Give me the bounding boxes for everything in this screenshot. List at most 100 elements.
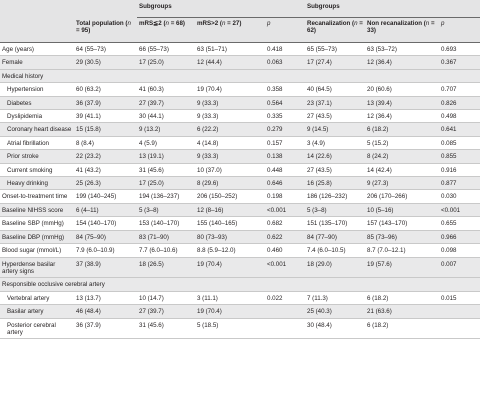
table-cell: 63 (51–71) bbox=[197, 46, 227, 53]
table-cell: 19 (70.4) bbox=[197, 86, 222, 94]
table-cell: 7.9 (6.0–10.9) bbox=[76, 247, 115, 255]
table-cell: 6 (18.2) bbox=[367, 321, 389, 329]
header-spacer bbox=[0, 0, 74, 18]
table-cell: 19 (70.4) bbox=[195, 304, 265, 319]
table-cell: 5 (15.2) bbox=[367, 139, 389, 147]
table-cell: 4 (5.9) bbox=[139, 139, 157, 147]
table-row: Baseline NIHSS score 6 (4–11) 5 (3–8) 12 (8… bbox=[0, 203, 480, 217]
table-cell: 10 (37.0) bbox=[197, 166, 222, 174]
table-cell: 12 (36.4) bbox=[367, 113, 392, 121]
table-row: Age (years) 64 (55–73) 66 (55–73) 63 (51–71… bbox=[0, 43, 480, 56]
table-cell: 7.7 (6.0–10.6) bbox=[139, 247, 178, 255]
table-cell: 14 (42.4) bbox=[367, 166, 392, 174]
table-cell: 9 (33.3) bbox=[195, 149, 265, 164]
table-row: Baseline SBP (mmHg) 154 (140–170) 153 (140… bbox=[0, 217, 480, 231]
table-cell: 15 (15.8) bbox=[74, 122, 137, 137]
row-label: Baseline DBP (mmHg) bbox=[0, 230, 74, 244]
p-value-cell: 0.826 bbox=[439, 96, 480, 110]
table-cell: 39 (41.1) bbox=[76, 113, 101, 121]
table-cell: 66 (55–73) bbox=[139, 46, 169, 53]
table-cell: 21 (63.6) bbox=[365, 304, 439, 319]
table-cell: 65 (55–73) bbox=[307, 46, 337, 53]
table-cell: 155 (140–165) bbox=[197, 220, 238, 228]
table-cell: 17 (27.4) bbox=[305, 55, 365, 70]
group-header-mrs: Subgroups bbox=[137, 0, 305, 18]
table-row: Blood sugar (mmol/L) 7.9 (6.0–10.9) 7.7 (6… bbox=[0, 244, 480, 257]
table-row: Vertebral artery 13 (13.7) 10 (14.7) 3 (11.… bbox=[0, 291, 480, 305]
p-value-cell: <0.001 bbox=[265, 203, 305, 217]
table-cell: 3 (11.1) bbox=[197, 294, 218, 302]
row-label: Posterior cerebral artery bbox=[7, 321, 56, 336]
table-cell: 10 (14.7) bbox=[139, 294, 164, 302]
p-value-cell: 0.063 bbox=[265, 55, 305, 70]
table-cell: 18 (26.5) bbox=[137, 257, 195, 278]
row-label: Atrial fibrillation bbox=[7, 139, 49, 147]
column-header-italic: n bbox=[165, 20, 169, 27]
p-value-cell: 0.098 bbox=[441, 247, 457, 255]
column-header-text: = 62) bbox=[307, 20, 363, 35]
column-header-text: mRS≦2 ( bbox=[139, 20, 166, 27]
table-row: Baseline DBP (mmHg) 84 (75–90) 83 (71–90) 8… bbox=[0, 230, 480, 244]
p-value-cell: <0.001 bbox=[439, 203, 480, 217]
column-header-text: mRS>2 ( bbox=[197, 20, 222, 27]
table-cell: 9 (27.3) bbox=[365, 176, 439, 190]
table-cell: 20 (60.6) bbox=[367, 86, 392, 94]
table-row: Coronary heart disease 15 (15.8) 9 (13.2) 6… bbox=[0, 122, 480, 137]
p-value-cell: 0.564 bbox=[265, 96, 305, 110]
table-cell: 151 (135–170) bbox=[307, 220, 348, 228]
table-cell: 60 (63.2) bbox=[76, 86, 101, 94]
p-value-cell: 0.358 bbox=[267, 86, 283, 94]
table-cell: 16 (25.8) bbox=[305, 176, 365, 190]
column-header-recanalization: Recanalization (n = 62) bbox=[305, 17, 365, 43]
p-value-cell: 0.622 bbox=[265, 230, 305, 244]
table-cell: 31 (45.6) bbox=[139, 166, 164, 174]
section-row: Responsible occlusive cerebral artery bbox=[0, 277, 480, 292]
p-value-cell: 0.138 bbox=[265, 149, 305, 164]
row-label: Basilar artery bbox=[0, 304, 74, 319]
table-cell: 36 (37.9) bbox=[76, 321, 101, 329]
column-header-p-recanalization: p bbox=[439, 17, 480, 43]
row-label: Vertebral artery bbox=[7, 294, 50, 302]
table-row: Diabetes 36 (37.9) 27 (39.7) 9 (33.3) 0.564 2… bbox=[0, 96, 480, 110]
table-cell: 13 (39.4) bbox=[365, 96, 439, 110]
table-row: Onset-to-treatment time 199 (140–245) 194 … bbox=[0, 190, 480, 204]
table-cell: 22 (23.2) bbox=[74, 149, 137, 164]
table-cell: 36 (37.9) bbox=[74, 96, 137, 110]
column-header-text: Recanalization ( bbox=[307, 20, 355, 27]
table-cell: 153 (140–170) bbox=[139, 220, 180, 228]
row-label: Baseline SBP (mmHg) bbox=[2, 220, 64, 228]
table-cell: 12 (44.4) bbox=[195, 55, 265, 70]
table-cell: 6 (18.2) bbox=[365, 122, 439, 137]
table-cell: 27 (39.7) bbox=[137, 96, 195, 110]
p-value-cell: 0.966 bbox=[439, 230, 480, 244]
table-cell: 25 (26.3) bbox=[74, 176, 137, 190]
table-cell: 27 (43.5) bbox=[307, 113, 332, 121]
table-cell: 7 (11.3) bbox=[307, 294, 328, 302]
column-header-characteristic bbox=[0, 17, 74, 43]
column-header-mrs-le2: mRS≦2 (n = 68) bbox=[137, 17, 195, 43]
row-label: Baseline NIHSS score bbox=[0, 203, 74, 217]
table-cell: 186 (126–232) bbox=[307, 193, 348, 201]
p-value-cell bbox=[439, 318, 480, 339]
table-cell: 19 (70.4) bbox=[195, 257, 265, 278]
table-cell: 17 (25.0) bbox=[137, 176, 195, 190]
row-label: Heavy drinking bbox=[0, 176, 74, 190]
column-header-non-recanalization: Non recanalization (n = 33) bbox=[365, 17, 439, 43]
row-label: Hyperdense basilar artery signs bbox=[0, 257, 74, 278]
table-cell: 6 (22.2) bbox=[195, 122, 265, 137]
column-header-text: = 33) bbox=[367, 20, 435, 35]
table-cell: 12 (36.4) bbox=[365, 55, 439, 70]
header-row-groups: Subgroups Subgroups bbox=[0, 0, 480, 18]
table-cell: 5 (3–8) bbox=[305, 203, 365, 217]
table-cell: 63 (53–72) bbox=[367, 46, 397, 53]
table-cell: 6 (4–11) bbox=[74, 203, 137, 217]
table-cell: 27 (43.5) bbox=[307, 166, 332, 174]
table-cell: 9 (14.5) bbox=[305, 122, 365, 137]
row-label: Coronary heart disease bbox=[0, 122, 74, 137]
table-cell: 30 (48.4) bbox=[307, 321, 332, 329]
table-row: Basilar artery 46 (48.4) 27 (39.7) 19 (70.4… bbox=[0, 304, 480, 319]
table-cell: 23 (37.1) bbox=[305, 96, 365, 110]
table-cell: 8 (8.4) bbox=[76, 139, 94, 147]
p-value-cell bbox=[439, 304, 480, 319]
column-header-mrs-gt2: mRS>2 (n = 27) bbox=[195, 17, 265, 43]
